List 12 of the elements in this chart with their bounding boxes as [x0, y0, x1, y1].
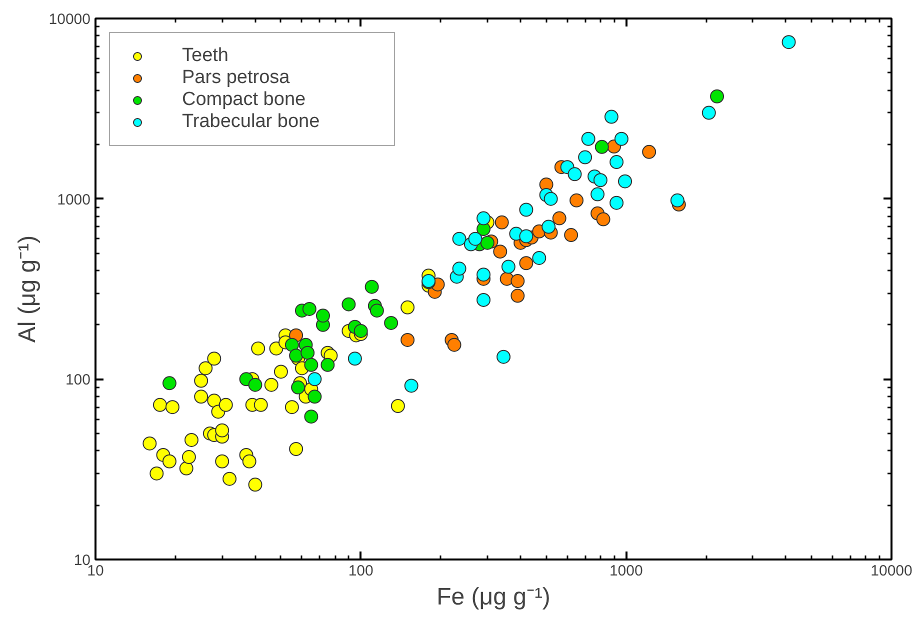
x-tick-label: 10000 — [870, 562, 912, 580]
y-tick-label: 10000 — [48, 11, 91, 28]
y-tick-label: 100 — [65, 372, 91, 389]
legend-label: Trabecular bone — [182, 111, 321, 133]
y-tick-label: 1000 — [57, 191, 91, 208]
x-axis-title: Fe (μg g⁻¹) — [436, 584, 550, 610]
legend-label: Pars petrosa — [182, 67, 291, 89]
x-tick-label: 1000 — [609, 562, 643, 580]
y-axis-title: Al (μg g⁻¹) — [14, 235, 41, 343]
legend-label: Compact bone — [182, 89, 307, 111]
legend-label: Teeth — [182, 45, 230, 67]
x-tick-label: 100 — [348, 562, 374, 580]
